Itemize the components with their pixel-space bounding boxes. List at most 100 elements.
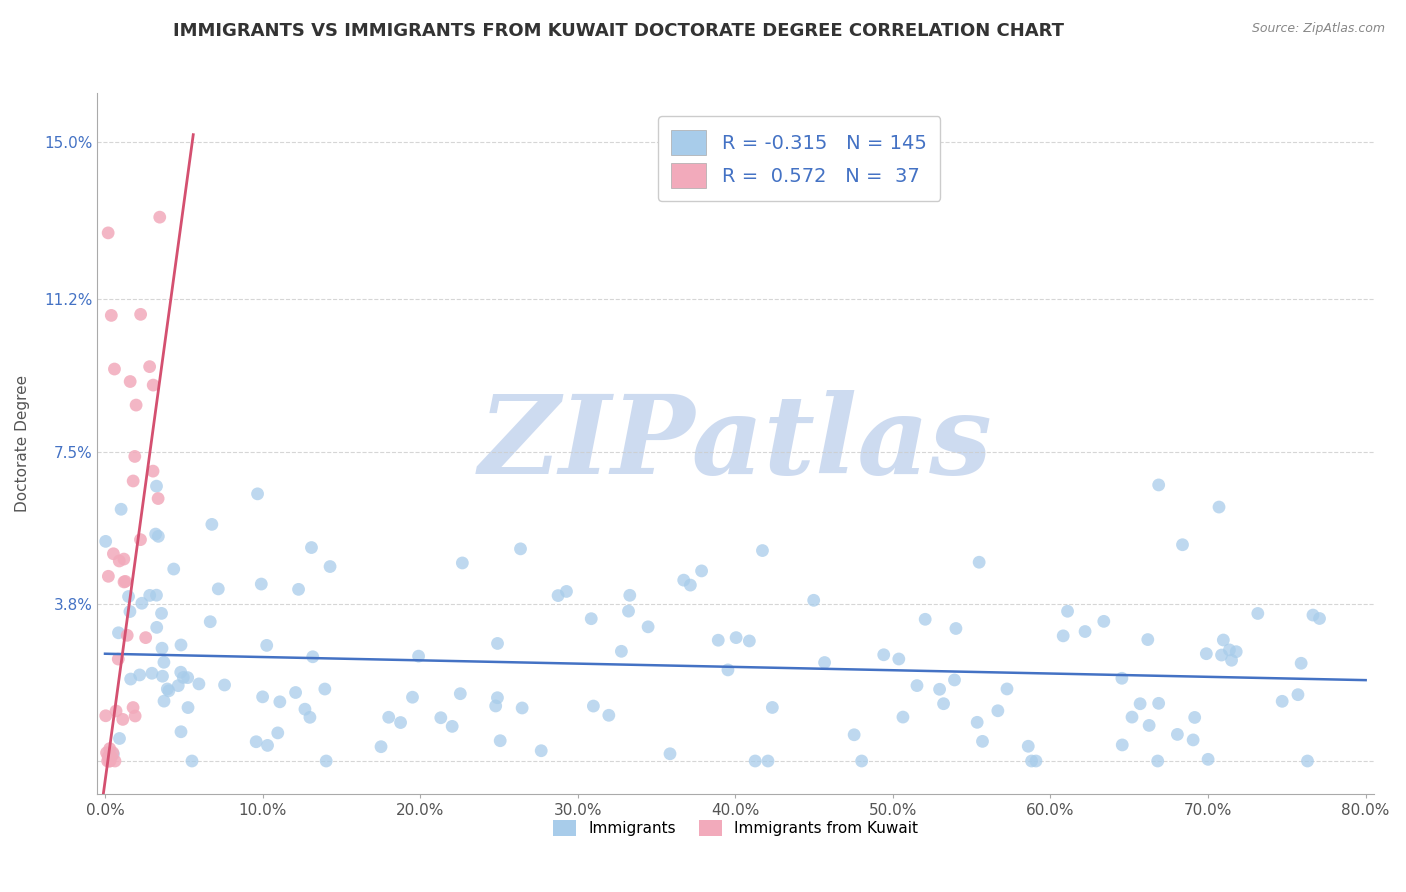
- Point: [98, 741, 121, 756]
- Point: [150, 641, 173, 656]
- Point: [873, 648, 896, 662]
- Point: [177, 700, 200, 714]
- Point: [122, 474, 145, 488]
- Point: [659, 747, 682, 761]
- Point: [1286, 688, 1309, 702]
- Point: [555, 584, 578, 599]
- Point: [690, 564, 713, 578]
- Point: [1218, 643, 1240, 657]
- Point: [118, 605, 141, 619]
- Point: [294, 702, 316, 716]
- Point: [256, 639, 278, 653]
- Point: [617, 604, 640, 618]
- Point: [1220, 653, 1243, 667]
- Point: [314, 681, 336, 696]
- Point: [201, 517, 224, 532]
- Point: [128, 668, 150, 682]
- Point: [129, 533, 152, 547]
- Point: [269, 695, 291, 709]
- Point: [170, 638, 193, 652]
- Point: [1182, 733, 1205, 747]
- Point: [181, 754, 204, 768]
- Point: [107, 652, 129, 666]
- Point: [582, 699, 605, 714]
- Point: [97, 754, 120, 768]
- Point: [153, 694, 176, 708]
- Point: [167, 679, 190, 693]
- Point: [97, 569, 120, 583]
- Point: [148, 529, 170, 543]
- Point: [122, 700, 145, 714]
- Point: [1137, 718, 1160, 732]
- Point: [100, 309, 122, 323]
- Point: [738, 634, 761, 648]
- Point: [1052, 629, 1074, 643]
- Point: [153, 655, 176, 669]
- Point: [98, 754, 121, 768]
- Point: [145, 527, 167, 541]
- Point: [141, 666, 163, 681]
- Point: [619, 588, 641, 602]
- Point: [891, 710, 914, 724]
- Point: [489, 733, 512, 747]
- Point: [851, 754, 873, 768]
- Point: [401, 690, 423, 705]
- Point: [1092, 615, 1115, 629]
- Point: [1296, 754, 1319, 768]
- Point: [1147, 478, 1170, 492]
- Point: [252, 690, 274, 704]
- Point: [1056, 604, 1078, 618]
- Point: [672, 573, 695, 587]
- Point: [100, 750, 122, 764]
- Point: [214, 678, 236, 692]
- Point: [756, 754, 779, 768]
- Point: [679, 578, 702, 592]
- Point: [111, 712, 134, 726]
- Point: [125, 398, 148, 412]
- Point: [725, 631, 748, 645]
- Point: [486, 690, 509, 705]
- Point: [145, 620, 167, 634]
- Point: [1247, 607, 1270, 621]
- Point: [114, 574, 136, 589]
- Point: [103, 362, 125, 376]
- Point: [1289, 657, 1312, 671]
- Point: [287, 582, 309, 597]
- Point: [905, 679, 928, 693]
- Point: [138, 359, 160, 374]
- Point: [610, 644, 633, 658]
- Point: [1136, 632, 1159, 647]
- Point: [967, 555, 990, 569]
- Point: [761, 700, 783, 714]
- Text: IMMIGRANTS VS IMMIGRANTS FROM KUWAIT DOCTORATE DEGREE CORRELATION CHART: IMMIGRANTS VS IMMIGRANTS FROM KUWAIT DOC…: [173, 22, 1064, 40]
- Text: ZIPatlas: ZIPatlas: [478, 390, 993, 497]
- Point: [176, 671, 198, 685]
- Point: [389, 715, 412, 730]
- Point: [150, 607, 173, 621]
- Point: [146, 491, 169, 506]
- Point: [377, 710, 399, 724]
- Point: [267, 726, 290, 740]
- Point: [187, 677, 209, 691]
- Point: [943, 673, 966, 687]
- Point: [172, 670, 194, 684]
- Point: [170, 724, 193, 739]
- Point: [408, 649, 430, 664]
- Point: [96, 746, 118, 760]
- Point: [449, 687, 471, 701]
- Point: [319, 559, 342, 574]
- Point: [370, 739, 392, 754]
- Point: [547, 589, 569, 603]
- Point: [112, 574, 135, 589]
- Point: [315, 754, 337, 768]
- Point: [298, 710, 321, 724]
- Point: [115, 628, 138, 642]
- Point: [707, 633, 730, 648]
- Point: [887, 652, 910, 666]
- Point: [145, 588, 167, 602]
- Point: [1208, 500, 1230, 514]
- Point: [301, 649, 323, 664]
- Point: [430, 711, 453, 725]
- Point: [124, 709, 146, 723]
- Point: [932, 697, 955, 711]
